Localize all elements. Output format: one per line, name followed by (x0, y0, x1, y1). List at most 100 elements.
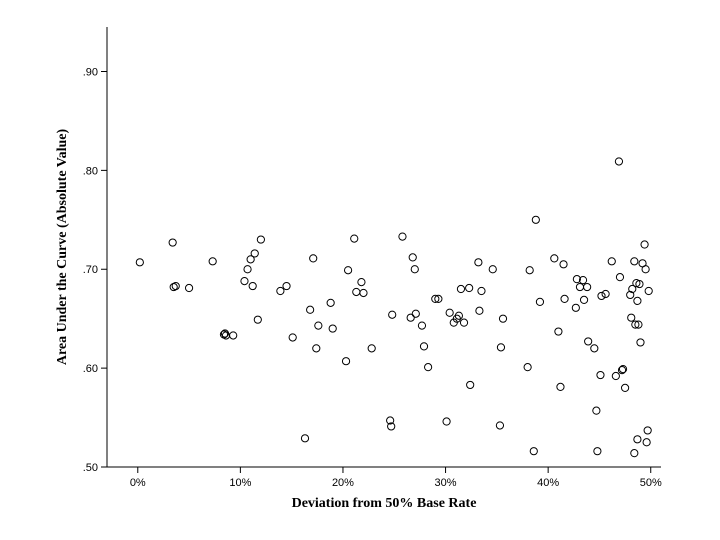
data-point (601, 289, 610, 299)
data-point (419, 342, 429, 351)
data-point (593, 447, 602, 456)
data-point (326, 298, 335, 307)
data-point (556, 382, 565, 392)
data-point (135, 258, 144, 267)
data-point (498, 314, 508, 323)
data-point (636, 338, 645, 347)
data-point (352, 287, 361, 297)
data-point (306, 305, 315, 314)
data-point (477, 286, 486, 296)
data-point (535, 297, 545, 306)
data-point (276, 286, 285, 296)
y-tick-label: .60 (83, 363, 98, 375)
data-point (579, 295, 589, 304)
axes: .50 .60 .70 .80 .90 0% 10% 20% 30% 40% 50% (83, 27, 662, 489)
data-point (488, 265, 497, 274)
data-point (626, 290, 635, 300)
x-tick-label: 30% (435, 477, 457, 489)
data-point (229, 331, 238, 340)
data-point (495, 421, 505, 430)
data-point (431, 294, 440, 304)
data-point (642, 438, 651, 447)
data-point (387, 422, 396, 431)
data-point (240, 277, 249, 286)
y-tick-label: .90 (83, 66, 98, 78)
data-point (243, 265, 252, 274)
data-point (410, 265, 419, 274)
data-point (615, 273, 625, 282)
data-point (474, 258, 483, 267)
y-tick-label: .50 (83, 462, 98, 474)
data-point (314, 321, 323, 330)
data-point (454, 311, 463, 320)
data-point (300, 434, 310, 443)
data-point (531, 215, 540, 224)
data-point (341, 357, 351, 366)
data-point (168, 238, 177, 247)
x-tick-label: 50% (640, 477, 662, 489)
data-point (640, 240, 649, 249)
data-point (597, 291, 606, 301)
data-point (220, 329, 230, 338)
data-point (312, 344, 321, 353)
data-point (620, 383, 630, 392)
data-point (559, 260, 568, 269)
y-tick-label: .70 (83, 264, 98, 276)
data-point (288, 333, 297, 342)
data-point (459, 318, 469, 327)
data-point (630, 257, 639, 266)
data-point (424, 363, 433, 372)
data-point (628, 284, 637, 294)
x-tick-label: 0% (130, 477, 146, 489)
data-point (388, 310, 397, 319)
data-point (246, 255, 255, 264)
data-point (475, 306, 484, 315)
data-point (256, 235, 265, 244)
data-point (398, 232, 407, 241)
data-point (465, 283, 474, 293)
data-point (572, 275, 581, 284)
data-point (367, 344, 376, 353)
data-point (641, 265, 650, 274)
data-point (529, 447, 538, 456)
data-point (309, 254, 318, 263)
data-point (571, 303, 580, 312)
data-point (590, 344, 599, 353)
data-point (627, 313, 636, 322)
data-points (135, 157, 653, 458)
data-point (560, 294, 569, 304)
data-point (408, 253, 417, 262)
data-point (456, 284, 466, 294)
data-point (445, 308, 454, 317)
data-point (442, 417, 451, 426)
data-point (633, 435, 642, 444)
data-point (630, 449, 639, 458)
data-point (411, 309, 420, 318)
data-point (466, 380, 475, 390)
data-point (607, 257, 616, 266)
data-point (417, 321, 427, 330)
data-point (578, 276, 588, 285)
data-point (386, 416, 395, 425)
data-point (634, 320, 643, 329)
x-tick-label: 10% (229, 477, 251, 489)
data-point (208, 257, 217, 266)
data-point (184, 283, 194, 293)
data-point (359, 288, 368, 298)
data-point (343, 266, 353, 275)
data-point (328, 324, 337, 333)
data-point (614, 157, 624, 166)
data-point (618, 365, 628, 374)
data-point (496, 343, 506, 352)
data-point (584, 337, 593, 346)
data-point (631, 320, 640, 329)
data-point (253, 315, 262, 324)
data-point (575, 282, 585, 292)
x-tick-label: 20% (332, 477, 354, 489)
data-point (635, 279, 644, 289)
data-point (282, 281, 291, 291)
x-axis-title: Deviation from 50% Base Rate (292, 496, 477, 511)
y-axis-title: Area Under the Curve (Absolute Value) (55, 129, 70, 366)
data-point (171, 281, 180, 291)
